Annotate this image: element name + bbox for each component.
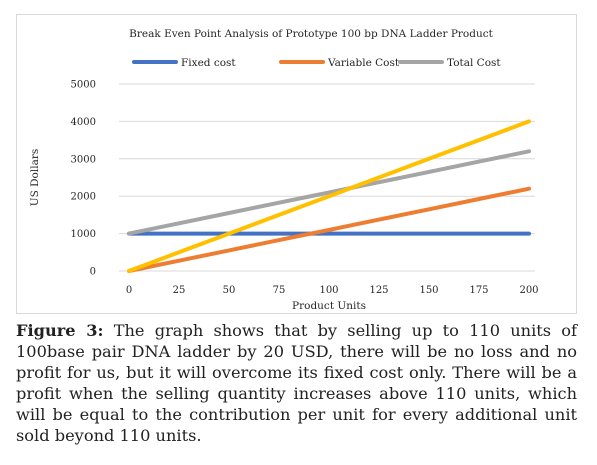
legend-label-1: Variable Cost bbox=[327, 57, 400, 69]
series-line-2 bbox=[127, 149, 531, 236]
x-tick-label-0: 0 bbox=[126, 285, 132, 296]
legend-label-2: Total Cost bbox=[447, 57, 501, 69]
x-tick-label-200: 200 bbox=[519, 285, 538, 296]
chart-title: Break Even Point Analysis of Prototype 1… bbox=[129, 28, 493, 40]
figure-caption: Figure 3: The graph shows that by sellin… bbox=[16, 320, 577, 446]
caption-text: The graph shows that by selling up to 11… bbox=[16, 321, 577, 445]
y-tick-label-0: 0 bbox=[90, 267, 96, 278]
y-tick-label-3000: 3000 bbox=[71, 154, 96, 165]
y-tick-label-4000: 4000 bbox=[71, 117, 96, 128]
y-tick-label-1000: 1000 bbox=[71, 229, 96, 240]
x-tick-label-100: 100 bbox=[319, 285, 338, 296]
chart-frame: Break Even Point Analysis of Prototype 1… bbox=[16, 14, 577, 314]
x-axis-label: Product Units bbox=[292, 300, 366, 312]
chart-svg: Break Even Point Analysis of Prototype 1… bbox=[29, 28, 539, 312]
series-line-3 bbox=[127, 119, 531, 273]
x-tick-label-175: 175 bbox=[469, 285, 488, 296]
x-tick-label-75: 75 bbox=[273, 285, 286, 296]
x-tick-label-50: 50 bbox=[223, 285, 236, 296]
y-axis-label: US Dollars bbox=[29, 149, 41, 207]
x-tick-label-125: 125 bbox=[369, 285, 388, 296]
y-tick-label-5000: 5000 bbox=[71, 80, 96, 91]
y-tick-label-2000: 2000 bbox=[71, 192, 96, 203]
series-line-1 bbox=[127, 186, 531, 273]
legend-label-0: Fixed cost bbox=[181, 57, 236, 69]
caption-label: Figure 3: bbox=[16, 321, 104, 340]
x-tick-label-150: 150 bbox=[419, 285, 438, 296]
x-tick-label-25: 25 bbox=[173, 285, 186, 296]
